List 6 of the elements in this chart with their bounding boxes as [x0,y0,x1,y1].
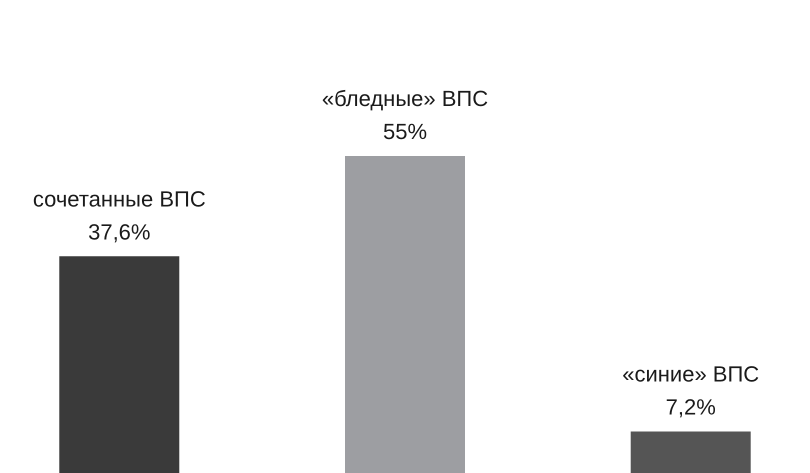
data-label: 37,6% [88,219,150,244]
x-tick-label: «синие» ВПС [622,362,760,386]
data-label: 55% [382,119,428,144]
data-label: 7,2% [666,394,716,420]
x-tick-label: сочетанные ВПС [32,186,206,212]
x-tick-label: «бледные» ВПС [322,86,488,111]
